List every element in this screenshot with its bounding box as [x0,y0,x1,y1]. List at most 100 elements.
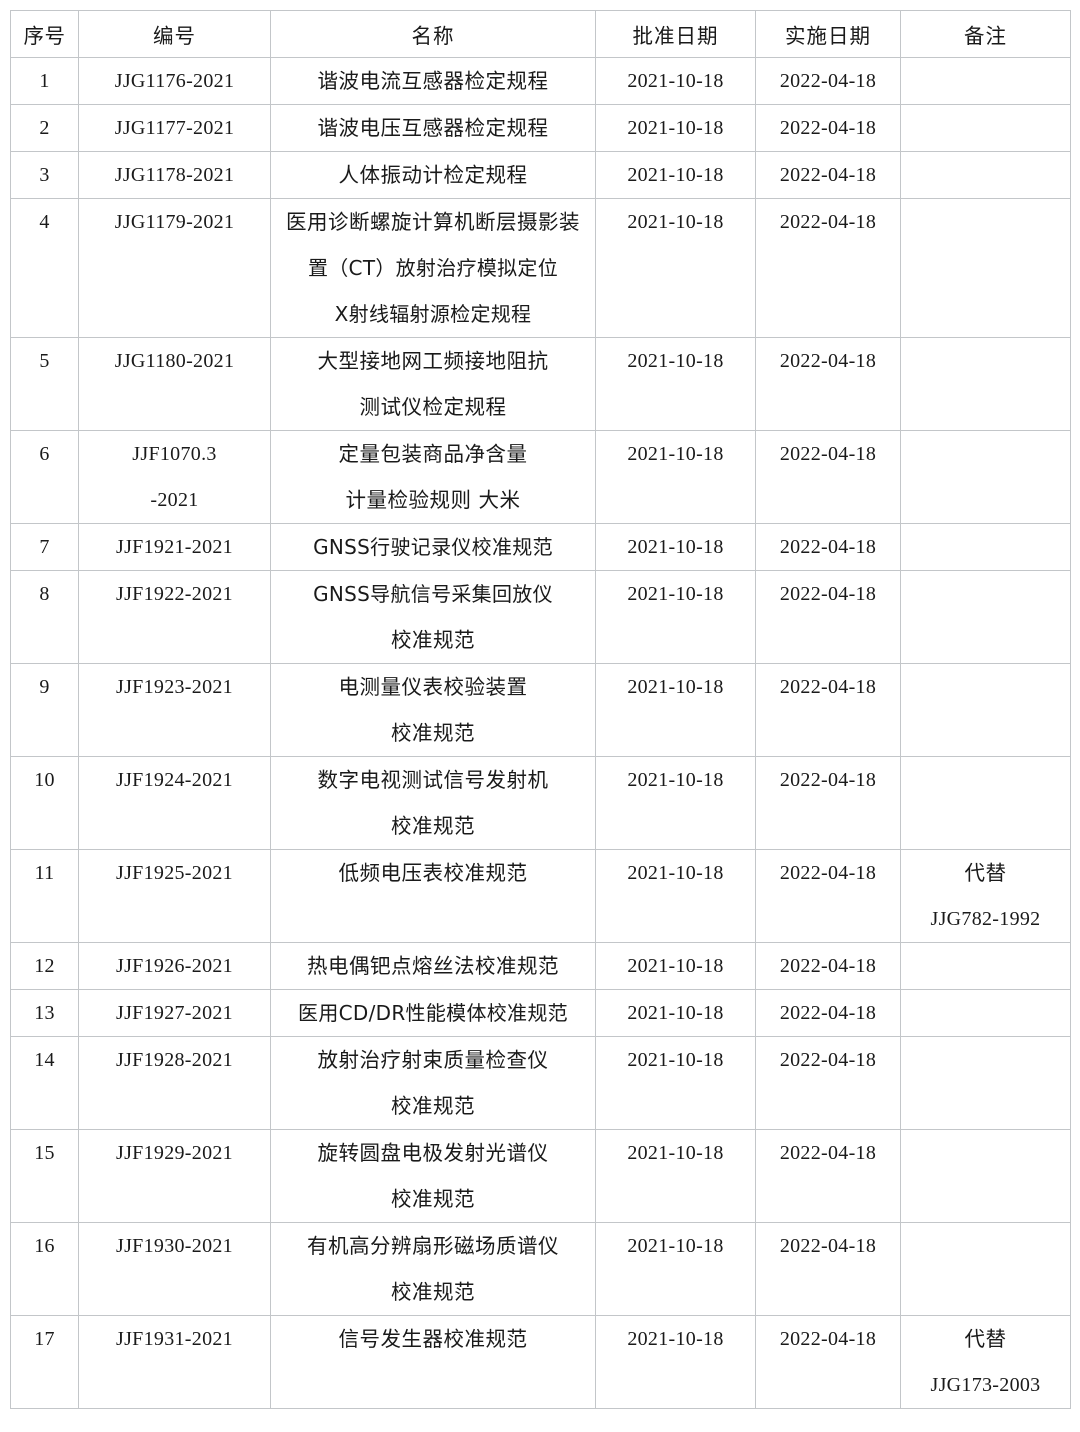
row-approval-date-line: 2021-10-18 [627,536,724,558]
row-name: 医用CD/DR性能模体校准规范 [271,990,595,1036]
row-code-cell: JJG1179-2021 [78,198,271,338]
row-name-line: 医用CD/DR性能模体校准规范 [298,1001,568,1025]
row-name-line: 校准规范 [391,814,475,838]
row-seq-line: 3 [39,164,50,186]
row-name-line: 谐波电流互感器检定规程 [317,69,549,93]
row-remark [901,152,1070,198]
row-seq-line: 13 [34,1002,55,1024]
row-effective-date: 2022-04-18 [756,571,900,663]
row-name-cell: 信号发生器校准规范 [270,1315,596,1409]
row-name: 谐波电流互感器检定规程 [271,58,595,104]
table-row: 8 JJF1922-2021 GNSS导航信号采集回放仪 校准规范 2021-10-… [10,570,1071,664]
row-approval-date-line: 2021-10-18 [627,443,724,465]
table-row: 9 JJF1923-2021 电测量仪表校验装置 校准规范 2021-10-18 2… [10,663,1071,757]
row-seq-line: 2 [39,117,50,139]
row-name-cell: 谐波电流互感器检定规程 [270,57,596,105]
row-effective-date-cell: 2022-04-18 [755,989,901,1037]
row-seq-cell: 8 [10,570,79,664]
table-row: 1 JJG1176-2021 谐波电流互感器检定规程 2021-10-18 2022-0… [10,57,1071,105]
row-name-cell: 谐波电压互感器检定规程 [270,104,596,152]
row-code-line: -2021 [150,489,199,511]
column-header-seq-label: 序号 [23,24,66,48]
table-row: 5 JJG1180-2021 大型接地网工频接地阻抗 测试仪检定规程 2021-10… [10,337,1071,431]
row-code-line: JJG1179-2021 [114,211,235,233]
row-name: 电测量仪表校验装置 校准规范 [271,664,595,756]
row-name-cell: 医用CD/DR性能模体校准规范 [270,989,596,1037]
table-header: 序号 编号 名称 批准日期 实施日期 备注 [10,10,1071,58]
row-seq-line: 9 [39,676,50,698]
row-approval-date: 2021-10-18 [596,1037,755,1129]
row-seq-cell: 11 [10,849,79,943]
row-code: JJF1928-2021 [79,1037,270,1129]
row-name-line: X射线辐射源检定规程 [334,302,532,326]
row-code-cell: JJG1180-2021 [78,337,271,431]
row-approval-date-cell: 2021-10-18 [595,1315,756,1409]
row-name-line: 热电偶钯点熔丝法校准规范 [307,954,559,978]
row-effective-date: 2022-04-18 [756,338,900,430]
row-code-line: JJF1929-2021 [116,1142,233,1164]
row-name-line: 谐波电压互感器检定规程 [317,116,549,140]
row-effective-date-line: 2022-04-18 [779,1328,877,1350]
table-row: 13 JJF1927-2021 医用CD/DR性能模体校准规范 2021-10-18 2… [10,989,1071,1037]
row-approval-date-cell: 2021-10-18 [595,104,756,152]
row-code-line: JJF1921-2021 [116,536,233,558]
row-seq-cell: 7 [10,523,79,571]
row-name: GNSS导航信号采集回放仪 校准规范 [271,571,595,663]
row-remark-cell [900,989,1071,1037]
row-name: 大型接地网工频接地阻抗 测试仪检定规程 [271,338,595,430]
row-effective-date: 2022-04-18 [756,850,900,942]
row-seq: 1 [11,58,78,104]
row-remark-line: JJG782-1992 [930,908,1041,930]
row-approval-date-cell: 2021-10-18 [595,1129,756,1223]
row-seq-line: 6 [39,443,50,465]
row-name-cell: 放射治疗射束质量检查仪 校准规范 [270,1036,596,1130]
row-effective-date-line: 2022-04-18 [779,164,877,186]
row-code: JJF1925-2021 [79,850,270,942]
row-seq: 16 [11,1223,78,1315]
row-remark [901,990,1070,1036]
row-seq-cell: 1 [10,57,79,105]
row-seq: 5 [11,338,78,430]
row-name-cell: 低频电压表校准规范 [270,849,596,943]
row-effective-date-cell: 2022-04-18 [755,1129,901,1223]
row-seq: 17 [11,1316,78,1408]
row-code-cell: JJF1070.3 -2021 [78,430,271,524]
row-approval-date: 2021-10-18 [596,58,755,104]
row-remark-cell [900,570,1071,664]
row-remark [901,1037,1070,1129]
row-name: 人体振动计检定规程 [271,152,595,198]
row-name-cell: 人体振动计检定规程 [270,151,596,199]
row-code-cell: JJF1927-2021 [78,989,271,1037]
row-name-cell: 旋转圆盘电极发射光谱仪 校准规范 [270,1129,596,1223]
row-remark-line: JJG173-2003 [930,1374,1041,1396]
row-name-line: GNSS行驶记录仪校准规范 [313,535,553,559]
row-code-cell: JJF1926-2021 [78,942,271,990]
row-effective-date-line: 2022-04-18 [779,70,877,92]
row-seq: 3 [11,152,78,198]
row-remark [901,664,1070,756]
row-effective-date-line: 2022-04-18 [779,536,877,558]
row-name-line: 电测量仪表校验装置 [338,675,528,699]
row-effective-date: 2022-04-18 [756,152,900,198]
row-approval-date-cell: 2021-10-18 [595,1036,756,1130]
row-approval-date: 2021-10-18 [596,571,755,663]
row-effective-date: 2022-04-18 [756,431,900,523]
row-approval-date-line: 2021-10-18 [627,955,724,977]
row-remark-cell [900,57,1071,105]
row-name-line: 校准规范 [391,1187,475,1211]
row-code: JJG1178-2021 [79,152,270,198]
table-row: 12 JJF1926-2021 热电偶钯点熔丝法校准规范 2021-10-18 2022… [10,942,1071,990]
row-code-line: JJF1924-2021 [116,769,233,791]
row-effective-date: 2022-04-18 [756,943,900,989]
row-approval-date: 2021-10-18 [596,431,755,523]
row-code-line: JJG1178-2021 [114,164,235,186]
row-seq-line: 8 [39,583,50,605]
row-remark [901,199,1070,337]
row-name-line: 定量包装商品净含量 [338,442,528,466]
row-code: JJF1923-2021 [79,664,270,756]
row-effective-date-cell: 2022-04-18 [755,198,901,338]
row-code: JJG1179-2021 [79,199,270,337]
row-approval-date-line: 2021-10-18 [627,117,724,139]
row-name-line: 有机高分辨扇形磁场质谱仪 [307,1234,559,1258]
table-row: 17 JJF1931-2021 信号发生器校准规范 2021-10-18 202… [10,1315,1071,1409]
